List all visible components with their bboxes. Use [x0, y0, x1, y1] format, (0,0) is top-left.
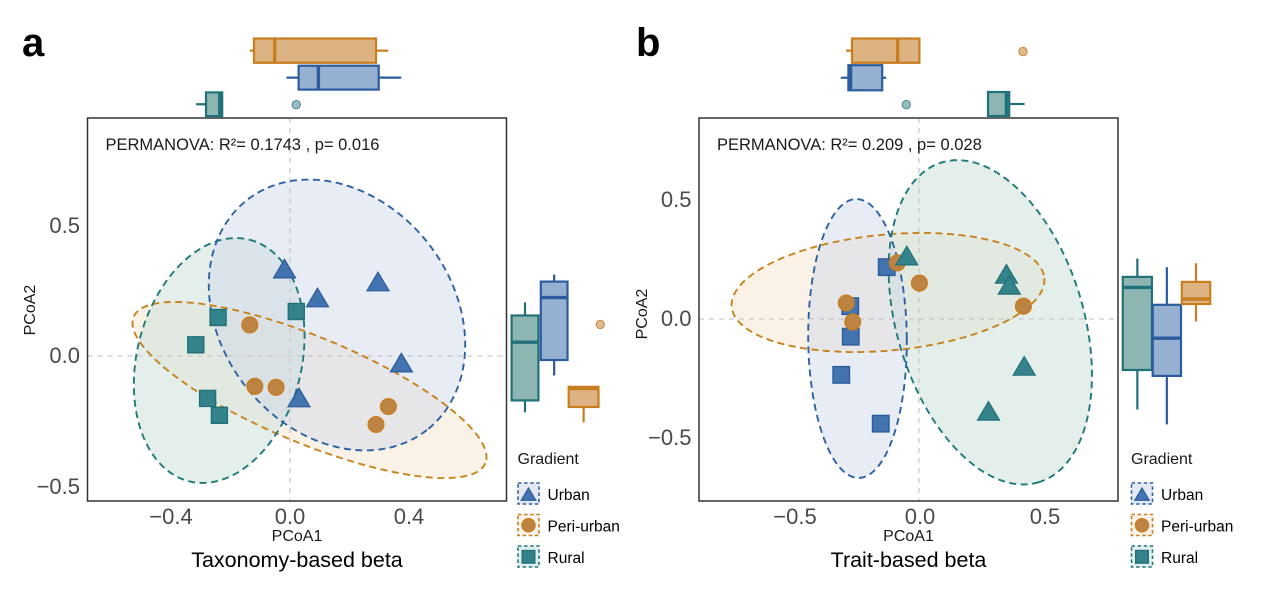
- svg-text:−0.5: −0.5: [773, 504, 816, 529]
- svg-text:Rural: Rural: [1161, 550, 1198, 567]
- svg-text:Peri-urban: Peri-urban: [1161, 519, 1233, 536]
- svg-text:Peri-urban: Peri-urban: [548, 519, 620, 536]
- svg-text:−0.4: −0.4: [149, 504, 192, 529]
- svg-text:a: a: [22, 21, 45, 65]
- svg-text:PERMANOVA: R²= 0.1743 , p= 0.0: PERMANOVA: R²= 0.1743 , p= 0.016: [106, 136, 380, 154]
- svg-text:−0.5: −0.5: [37, 474, 80, 499]
- svg-text:Trait-based beta: Trait-based beta: [831, 548, 987, 572]
- svg-text:0.5: 0.5: [661, 187, 692, 212]
- svg-text:Rural: Rural: [548, 550, 585, 567]
- svg-text:PCoA2: PCoA2: [634, 289, 651, 340]
- svg-text:0.4: 0.4: [394, 504, 425, 529]
- svg-text:Taxonomy-based beta: Taxonomy-based beta: [191, 548, 403, 572]
- svg-text:b: b: [636, 21, 660, 65]
- svg-text:−0.5: −0.5: [648, 425, 691, 450]
- svg-text:0.0: 0.0: [661, 306, 692, 331]
- svg-text:0.0: 0.0: [275, 504, 306, 529]
- svg-text:Gradient: Gradient: [518, 451, 580, 468]
- svg-text:PCoA1: PCoA1: [883, 528, 934, 545]
- svg-text:0.0: 0.0: [49, 343, 80, 368]
- svg-text:0.0: 0.0: [905, 504, 936, 529]
- svg-text:PCoA1: PCoA1: [272, 528, 323, 545]
- svg-text:Urban: Urban: [548, 487, 590, 504]
- svg-text:PERMANOVA: R²= 0.209 , p= 0.02: PERMANOVA: R²= 0.209 , p= 0.028: [717, 136, 982, 154]
- svg-text:0.5: 0.5: [1030, 504, 1061, 529]
- svg-text:0.5: 0.5: [49, 213, 80, 238]
- svg-text:Urban: Urban: [1161, 487, 1203, 504]
- svg-text:Gradient: Gradient: [1131, 451, 1193, 468]
- svg-text:PCoA2: PCoA2: [22, 285, 39, 336]
